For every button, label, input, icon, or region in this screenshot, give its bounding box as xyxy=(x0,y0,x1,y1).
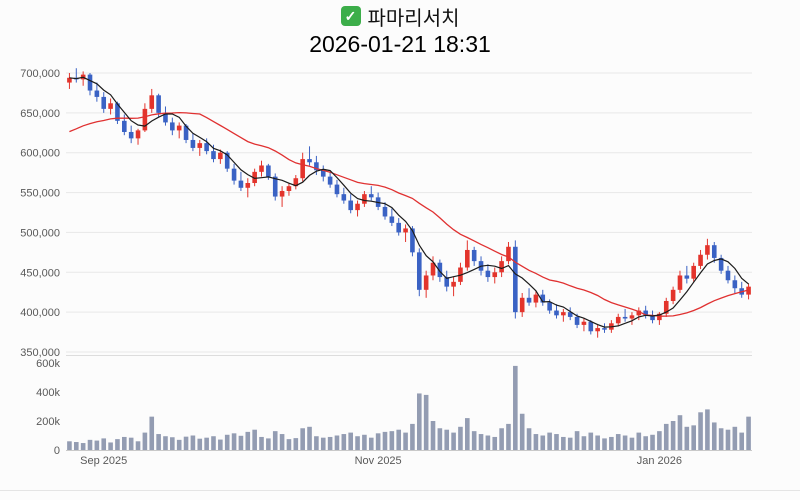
svg-text:350,000: 350,000 xyxy=(20,347,60,359)
svg-text:550,000: 550,000 xyxy=(20,188,60,200)
svg-text:600,000: 600,000 xyxy=(20,148,60,160)
svg-text:450,000: 450,000 xyxy=(20,267,60,279)
svg-text:Jan 2026: Jan 2026 xyxy=(637,455,682,467)
panel-frame xyxy=(0,355,800,491)
svg-text:700,000: 700,000 xyxy=(20,68,60,80)
svg-text:0: 0 xyxy=(54,445,60,457)
ma-short-line xyxy=(69,76,749,328)
chart-header: ✓ 파마리서치 2026-01-21 18:31 xyxy=(0,2,800,58)
svg-text:400,000: 400,000 xyxy=(20,307,60,319)
price-axis-labels: 700,000 650,000 600,000 550,000 500,000 450,0… xyxy=(20,68,60,359)
volume-axis-labels: 600k 400k 200k 0 xyxy=(36,358,60,457)
svg-text:Nov 2025: Nov 2025 xyxy=(355,455,402,467)
x-axis-labels: Sep 2025 Nov 2025 Jan 2026 xyxy=(80,455,682,467)
candlesticks xyxy=(67,68,751,338)
check-glyph: ✓ xyxy=(344,8,357,24)
price-gridlines xyxy=(66,72,752,353)
svg-text:650,000: 650,000 xyxy=(20,108,60,120)
title-row: ✓ 파마리서치 xyxy=(0,2,800,30)
svg-text:400k: 400k xyxy=(36,387,60,399)
checked-checkbox-icon: ✓ xyxy=(340,6,361,26)
volume-bars xyxy=(67,365,751,450)
svg-text:500,000: 500,000 xyxy=(20,227,60,239)
moving-average-lines xyxy=(69,76,749,328)
stock-title: 파마리서치 xyxy=(367,7,460,30)
chart-timestamp: 2026-01-21 18:31 xyxy=(309,31,491,57)
svg-text:Sep 2025: Sep 2025 xyxy=(80,455,127,467)
svg-text:200k: 200k xyxy=(36,416,60,428)
ma-long-line xyxy=(69,111,749,317)
svg-text:600k: 600k xyxy=(36,358,60,370)
